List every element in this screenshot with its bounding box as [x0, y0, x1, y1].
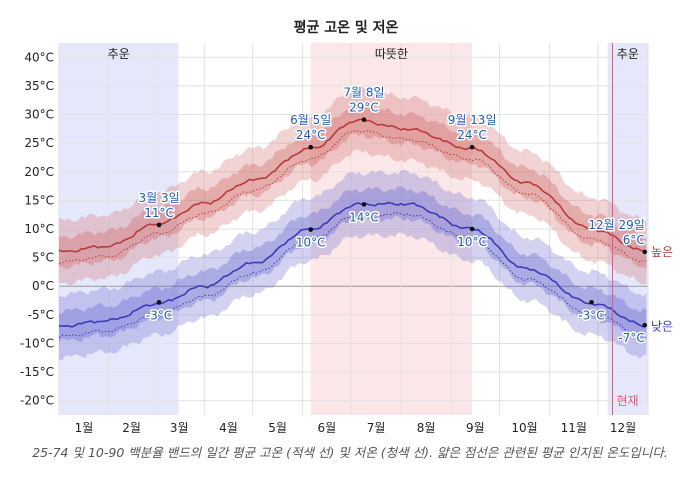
y-tick-label: 0°C: [32, 279, 54, 293]
annotation-value: 24°C: [296, 128, 326, 142]
x-tick-label: 12월: [610, 421, 636, 435]
annotation-value: -3°C: [146, 308, 172, 322]
band-10-90-low: [59, 169, 647, 361]
x-tick-label: 11월: [561, 421, 587, 435]
annotation-dot: [642, 249, 648, 255]
annotation-value: 29°C: [349, 101, 379, 115]
annotation-dot: [589, 299, 594, 305]
annotation-date: 6월 5일: [290, 113, 331, 127]
annotation-date: 3월 3일: [138, 191, 179, 205]
x-tick-label: 1월: [75, 421, 94, 435]
annotation-date: 12월 29일: [588, 218, 644, 232]
annotation-value: -7°C: [618, 331, 644, 345]
annotation-value: 10°C: [296, 236, 326, 250]
annotation-dot: [156, 222, 162, 228]
annotation-value: 24°C: [457, 128, 487, 142]
perceived-line-high: [59, 129, 647, 264]
perceived-line-low: [58, 212, 647, 338]
season-label: 추운: [108, 47, 130, 61]
x-tick-label: 6월: [318, 421, 337, 435]
annotation-date: 7월 8일: [343, 86, 384, 100]
avg-line-high: [58, 118, 647, 254]
y-tick-label: -5°C: [28, 308, 54, 322]
annotation-value: -3°C: [578, 308, 604, 322]
annotation-dot: [469, 144, 475, 150]
x-tick-label: 4월: [219, 421, 238, 435]
annotation-date: 9월 13일: [448, 113, 497, 127]
y-tick-label: 15°C: [24, 193, 54, 207]
annotation-value: 11°C: [144, 206, 174, 220]
x-tick-label: 3월: [170, 421, 189, 435]
y-tick-label: 30°C: [24, 108, 54, 122]
legend-label-high: 높은: [651, 245, 673, 259]
y-tick-label: 20°C: [24, 165, 54, 179]
annotation-value: 10°C: [457, 235, 487, 249]
annotation-dot: [308, 227, 314, 232]
annotation-value: 6°C: [623, 233, 645, 247]
annotation-dot: [308, 144, 314, 150]
x-tick-label: 9월: [466, 421, 485, 435]
avg-line-low: [59, 201, 647, 328]
y-tick-label: -10°C: [20, 336, 54, 350]
x-tick-label: 7월: [367, 421, 386, 435]
y-tick-label: 5°C: [32, 251, 54, 265]
band-10-90-high: [59, 86, 647, 286]
annotation-dot: [361, 117, 367, 122]
x-tick-label: 5월: [268, 421, 287, 435]
band-25-75-high: [59, 103, 647, 270]
y-tick-label: 25°C: [24, 136, 54, 150]
y-tick-label: -20°C: [20, 394, 54, 408]
band-25-75-low: [59, 186, 647, 344]
annotation-dot: [156, 299, 162, 305]
annotation-dot: [361, 202, 367, 207]
legend-label-low: 낮은: [651, 319, 673, 333]
x-tick-label: 2월: [122, 421, 141, 435]
chart-title: 평균 고온 및 저온: [293, 20, 399, 36]
chart-caption: 25-74 및 10-90 백분율 밴드의 일간 평균 고온 (적색 선) 및 …: [32, 445, 668, 460]
annotation-dot: [642, 322, 648, 328]
x-tick-label: 10월: [511, 421, 537, 435]
y-tick-label: 35°C: [24, 79, 54, 93]
y-tick-label: -15°C: [20, 365, 54, 379]
x-tick-label: 8월: [417, 421, 436, 435]
y-tick-label: 10°C: [24, 222, 54, 236]
season-label: 따뜻한: [375, 47, 408, 61]
annotation-value: 14°C: [349, 210, 379, 224]
annotation-dot: [469, 226, 475, 232]
y-tick-label: 40°C: [24, 50, 54, 64]
now-label: 현재: [616, 394, 638, 408]
season-label: 추운: [617, 47, 639, 61]
